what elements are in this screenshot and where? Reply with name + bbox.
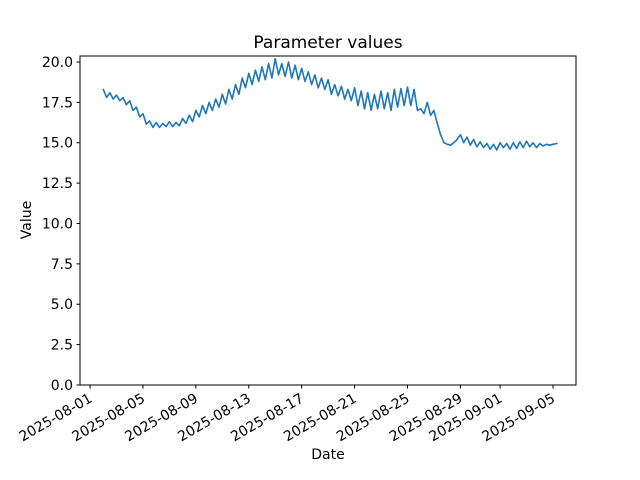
y-tick-label: 2.5 xyxy=(51,338,73,354)
x-axis-label: Date xyxy=(311,447,345,463)
y-tick-label: 7.5 xyxy=(51,257,73,273)
data-line xyxy=(102,57,558,151)
y-tick-label: 15.0 xyxy=(42,136,73,152)
y-tick-label: 0.0 xyxy=(51,378,73,394)
y-tick-label: 10.0 xyxy=(42,216,73,232)
chart-title: Parameter values xyxy=(253,33,403,53)
axes-frame xyxy=(79,55,577,386)
y-tick-label: 17.5 xyxy=(42,95,73,111)
y-tick-label: 20.0 xyxy=(42,55,73,71)
y-tick-label: 12.5 xyxy=(42,176,73,192)
y-tick-label: 5.0 xyxy=(51,297,73,313)
